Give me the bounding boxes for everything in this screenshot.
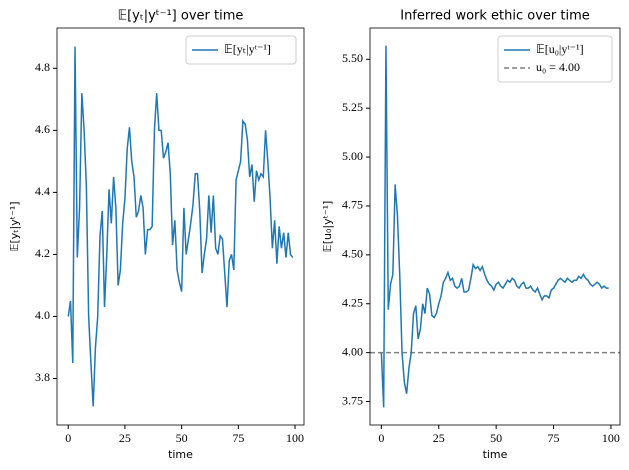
data-line — [67, 46, 294, 407]
x-tick-label: 75 — [232, 431, 244, 445]
x-axis-label: time — [168, 448, 193, 461]
axes-frame — [369, 27, 621, 426]
legend-label: 𝔼[u₀|yᵗ⁻¹] — [536, 42, 584, 56]
y-tick-label: 4.0 — [35, 308, 50, 322]
x-tick-label: 25 — [119, 431, 131, 445]
y-tick-label: 4.00 — [342, 344, 363, 358]
y-tick-label: 5.00 — [342, 149, 363, 163]
x-tick-label: 0 — [378, 431, 384, 445]
y-tick-label: 4.2 — [35, 246, 50, 260]
data-line — [380, 45, 609, 408]
y-tick-label: 4.75 — [342, 198, 363, 212]
x-tick-label: 25 — [433, 431, 445, 445]
chart-title: Inferred work ethic over time — [400, 9, 590, 24]
legend-box — [497, 35, 613, 83]
y-tick-label: 3.75 — [342, 393, 363, 407]
y-tick-label: 3.8 — [35, 370, 50, 384]
x-tick-label: 75 — [548, 431, 560, 445]
legend-label: u₀ = 4.00 — [536, 60, 580, 74]
y-tick-label: 4.8 — [35, 60, 50, 74]
y-tick-label: 4.25 — [342, 295, 363, 309]
y-tick-label: 4.6 — [35, 122, 50, 136]
y-axis-label: 𝔼[yₜ|yᵗ⁻¹] — [8, 201, 21, 251]
x-tick-label: 0 — [65, 431, 71, 445]
chart-title: 𝔼[yₜ|yᵗ⁻¹] over time — [118, 9, 244, 24]
x-tick-label: 50 — [176, 431, 188, 445]
legend-box — [185, 35, 297, 65]
x-tick-label: 100 — [602, 431, 620, 445]
x-tick-label: 50 — [490, 431, 502, 445]
legend-label: 𝔼[yₜ|yᵗ⁻¹] — [224, 42, 271, 56]
axes-frame — [56, 27, 305, 426]
x-tick-label: 100 — [286, 431, 304, 445]
y-tick-label: 4.50 — [342, 247, 363, 261]
y-tick-label: 5.25 — [342, 100, 363, 114]
y-tick-label: 5.50 — [342, 51, 363, 65]
y-tick-label: 4.4 — [35, 184, 50, 198]
x-axis-label: time — [483, 448, 508, 461]
y-axis-label: 𝔼[u₀|yᵗ⁻¹] — [321, 201, 334, 253]
